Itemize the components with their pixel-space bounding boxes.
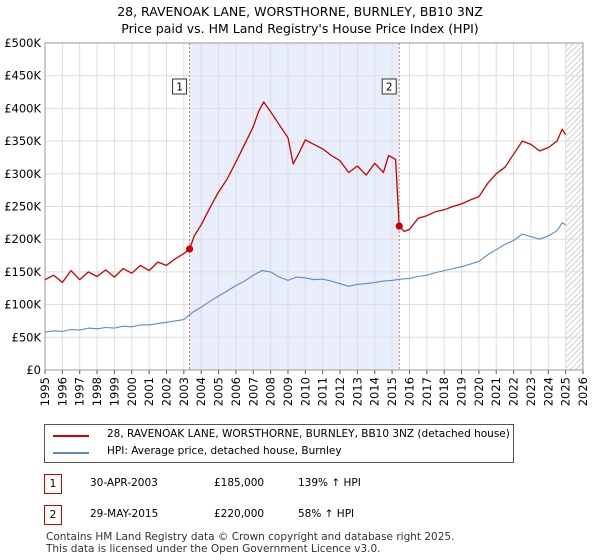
x-tick-label: 2026 [576,377,590,406]
y-tick-label: £450K [4,69,41,83]
annotation-price: £185,000 [214,477,265,489]
y-tick-label: £400K [4,101,41,115]
x-tick-label: 2005 [212,377,226,406]
x-tick-label: 2011 [316,377,330,406]
footer-copyright: Contains HM Land Registry data © Crown c… [46,531,455,543]
plot-border [44,42,584,371]
annotation-hpi: 58% ↑ HPI [298,508,355,520]
y-tick-label: £300K [4,167,41,181]
y-tick-label: £200K [4,232,41,246]
x-tick-label: 2023 [524,377,538,406]
x-tick-label: 1996 [55,377,69,406]
x-tick-label: 1999 [107,377,121,406]
marker-label-box [381,78,397,95]
annotation-date: 29-MAY-2015 [90,508,159,520]
sale-point [185,245,194,253]
x-tick-label: 2013 [350,377,364,406]
hpi-line [44,222,566,333]
x-tick-label: 2008 [264,377,278,406]
x-tick-label: 2024 [541,377,555,406]
x-tick-label: 2009 [281,377,295,406]
x-tick-label: 2010 [298,377,312,406]
x-tick-label: 1997 [73,377,87,406]
annotation-hpi: 139% ↑ HPI [298,477,361,489]
legend-swatch-property [53,435,89,437]
legend: 28, RAVENOAK LANE, WORSTHORNE, BURNLEY, … [44,424,514,463]
x-tick-label: 2006 [229,377,243,406]
x-tick-label: 2025 [559,377,573,406]
legend-label-hpi: HPI: Average price, detached house, Burn… [107,445,342,457]
annotation-price: £220,000 [214,508,265,520]
marker-label-box [172,78,188,95]
sale-point [395,222,403,230]
x-tick-label: 2007 [246,377,260,406]
x-tick-label: 2016 [402,377,416,406]
x-tick-label: 2021 [489,377,503,406]
footer-licence: This data is licensed under the Open Gov… [46,543,381,555]
x-tick-label: 1998 [90,377,104,406]
legend-swatch-hpi [53,452,89,454]
annotation-date: 30-APR-2003 [90,477,158,489]
y-tick-label: £500K [4,36,41,50]
x-tick-label: 2012 [333,377,347,406]
x-tick-label: 2018 [437,377,451,406]
x-tick-label: 2014 [368,377,382,406]
marker-label: 2 [386,82,393,94]
x-tick-label: 2003 [177,377,191,406]
legend-label-property: 28, RAVENOAK LANE, WORSTHORNE, BURNLEY, … [107,428,510,440]
property-price-line [44,101,567,284]
y-tick-label: £50K [12,330,42,344]
x-tick-label: 2000 [125,377,139,406]
price-chart: £0 £50K £100K £150K £200K £250K £300K £350K £400… [4,36,590,406]
annotation-number: 2 [44,505,62,525]
y-tick-label: £100K [4,298,41,312]
x-tick-label: 1995 [38,377,52,406]
x-tick-label: 2019 [455,377,469,406]
x-tick-label: 2002 [159,377,173,406]
annotation-number: 1 [44,474,62,494]
y-tick-label: £350K [4,134,41,148]
chart-title: 28, RAVENOAK LANE, WORSTHORNE, BURNLEY, … [117,4,483,19]
x-tick-label: 2015 [385,377,399,406]
x-tick-label: 2004 [194,377,208,406]
y-tick-label: £250K [4,200,41,214]
chart-subtitle: Price paid vs. HM Land Registry's House … [121,21,479,36]
marker-label: 1 [176,82,183,94]
x-tick-label: 2020 [472,377,486,406]
x-tick-label: 2017 [420,377,434,406]
y-tick-label: £150K [4,265,41,279]
x-tick-label: 2022 [507,377,521,406]
x-tick-label: 2001 [142,377,156,406]
y-tick-label: £0 [26,363,41,377]
